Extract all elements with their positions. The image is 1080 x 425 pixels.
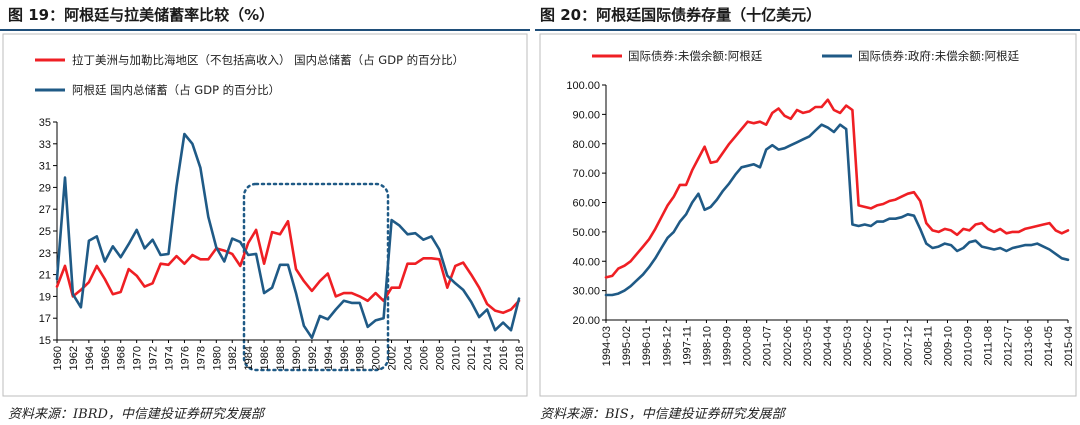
series-line-0 <box>604 98 1070 279</box>
x-tick-label: 1966 <box>100 346 112 370</box>
y-tick-label: 15 <box>39 335 51 347</box>
x-tick-label: 1982 <box>227 346 239 370</box>
x-tick-label: 2001-07 <box>762 326 774 366</box>
y-tick-label: 35 <box>39 117 51 129</box>
x-tick-label: 1992 <box>307 346 319 370</box>
x-tick-label: 1972 <box>148 346 160 370</box>
chart19-axes: 15 17 19 21 23 25 27 29 31 33 35 1960 1962 1964 1966 19… <box>39 117 526 370</box>
chart19-highlight-box <box>242 182 390 372</box>
x-tick-label: 2004 <box>402 346 414 370</box>
x-tick-label: 2000 <box>371 346 383 370</box>
x-tick-label: 1988 <box>275 346 287 370</box>
x-tick-label: 1997-11 <box>681 326 693 366</box>
x-tick-label: 2018 <box>514 346 526 370</box>
x-tick-label: 1974 <box>164 346 176 370</box>
x-tick-label: 1996-01 <box>641 326 653 366</box>
y-tick-label: 29 <box>39 182 51 194</box>
chart20-legend-label-total: 国际债券:未偿余额:阿根廷 <box>628 49 763 63</box>
y-tick-label: 19 <box>39 291 51 303</box>
x-tick-label: 1968 <box>116 346 128 370</box>
x-tick-label: 2009-10 <box>942 326 954 366</box>
x-tick-label: 1994-03 <box>601 326 613 366</box>
y-tick-label: 23 <box>39 248 51 260</box>
x-tick-label: 2003-05 <box>802 326 814 366</box>
x-tick-label: 1995-02 <box>621 326 633 366</box>
x-tick-label: 1996-12 <box>661 326 673 366</box>
x-tick-label: 1990 <box>291 346 303 370</box>
chart20-plot-area <box>604 98 1070 297</box>
y-tick-label: 80.00 <box>572 139 600 151</box>
y-tick-label: 40.00 <box>572 256 600 268</box>
y-tick-label: 60.00 <box>572 198 600 210</box>
chart20-legend-label-government: 国际债券:政府:未偿余额:阿根廷 <box>858 49 1020 63</box>
y-tick-label: 90.00 <box>572 109 600 121</box>
x-tick-label: 2008 <box>434 346 446 370</box>
x-tick-label: 1964 <box>84 346 96 370</box>
y-tick-label: 27 <box>39 204 51 216</box>
y-tick-label: 70.00 <box>572 168 600 180</box>
y-tick-label: 50.00 <box>572 227 600 239</box>
x-tick-label: 1984 <box>243 346 255 370</box>
x-tick-label: 1978 <box>195 346 207 370</box>
y-tick-label: 100.00 <box>566 80 600 92</box>
chart20-frame <box>539 33 1077 397</box>
x-tick-label: 1998-10 <box>701 326 713 366</box>
x-tick-label: 2007-01 <box>882 326 894 366</box>
x-tick-label: 2007-12 <box>902 326 914 366</box>
x-tick-label: 1986 <box>259 346 271 370</box>
series-line-1 <box>604 123 1070 297</box>
x-tick-label: 1976 <box>179 346 191 370</box>
x-tick-label: 2010-09 <box>963 326 975 366</box>
chart20-axes: 20.00 30.00 40.00 50.00 60.00 70.00 80.00 90.00… <box>566 80 1075 366</box>
x-tick-label: 2013-06 <box>1023 326 1035 366</box>
chart19-legend-label-latam: 拉丁美洲与加勒比海地区（不包括高收入） 国内总储蓄（占 GDP 的百分比） <box>72 53 464 67</box>
x-tick-label: 1999-09 <box>722 326 734 366</box>
series-line-0 <box>55 219 521 315</box>
x-tick-label: 2006-02 <box>862 326 874 366</box>
x-tick-label: 2004-04 <box>822 326 834 366</box>
x-tick-label: 1996 <box>339 346 351 370</box>
x-tick-label: 2000-08 <box>742 326 754 366</box>
x-tick-label: 2008-11 <box>922 326 934 366</box>
chart19-plot-area <box>55 132 521 340</box>
chart19-source: 资料来源：IBRD，中信建投证券研究发展部 <box>8 406 266 422</box>
series-line-1 <box>55 132 521 340</box>
y-tick-label: 17 <box>39 313 51 325</box>
y-tick-label: 21 <box>39 270 51 282</box>
x-tick-label: 2010 <box>450 346 462 370</box>
chart19-title: 图 19：阿根廷与拉美储蓄率比较（%） <box>8 6 274 24</box>
x-tick-label: 1994 <box>323 346 335 370</box>
x-tick-label: 2012 <box>466 346 478 370</box>
x-tick-label: 2014 <box>482 346 494 370</box>
x-tick-label: 2011-08 <box>983 326 995 366</box>
y-tick-label: 33 <box>39 139 51 151</box>
x-tick-label: 1970 <box>132 346 144 370</box>
x-tick-label: 2014-05 <box>1043 326 1055 366</box>
y-tick-label: 31 <box>39 161 51 173</box>
x-tick-label: 2002 <box>387 346 399 370</box>
y-tick-label: 20.00 <box>572 315 600 327</box>
chart20-source: 资料来源：BIS，中信建投证券研究发展部 <box>540 406 787 422</box>
x-tick-label: 2006 <box>418 346 430 370</box>
x-tick-label: 1962 <box>68 346 80 370</box>
y-tick-label: 25 <box>39 226 51 238</box>
x-tick-label: 2015-04 <box>1063 326 1075 366</box>
x-tick-label: 1998 <box>355 346 367 370</box>
x-tick-label: 1980 <box>211 346 223 370</box>
x-tick-label: 2005-03 <box>842 326 854 366</box>
chart20-title: 图 20：阿根廷国际债券存量（十亿美元） <box>540 6 821 24</box>
x-tick-label: 1960 <box>52 346 64 370</box>
chart19-legend-label-argentina: 阿根廷 国内总储蓄（占 GDP 的百分比） <box>72 83 280 97</box>
y-tick-label: 30.00 <box>572 286 600 298</box>
x-tick-label: 2012-07 <box>1003 326 1015 366</box>
x-tick-label: 2016 <box>498 346 510 370</box>
x-tick-label: 2002-06 <box>782 326 794 366</box>
chart19-frame <box>2 33 528 397</box>
